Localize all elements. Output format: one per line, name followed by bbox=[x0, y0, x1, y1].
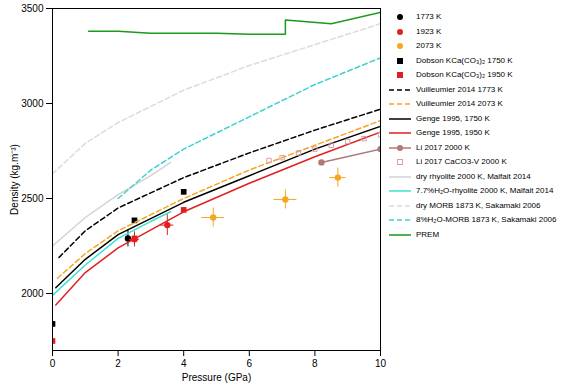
html-text:1923 K: 1923 K bbox=[416, 26, 442, 36]
html-text:dry rhyolite 2000 K, Malfait 2: dry rhyolite 2000 K, Malfait 2014 bbox=[416, 171, 531, 181]
svg-text:0: 0 bbox=[50, 358, 56, 369]
html-text:dry MORB 1873 K, Sakamaki 2006: dry MORB 1873 K, Sakamaki 2006 bbox=[416, 200, 541, 210]
html-text:1773 K: 1773 K bbox=[416, 12, 442, 22]
html-text:8%H₂O-MORB 1873 K, Sakamaki 20: 8%H₂O-MORB 1873 K, Sakamaki 2006 bbox=[416, 215, 557, 225]
html-text:Vuilleumier 2014 1773 K: Vuilleumier 2014 1773 K bbox=[416, 84, 503, 94]
svg-text:6: 6 bbox=[247, 358, 253, 369]
html-text:Li 2017 CaCO3-V 2000 K: Li 2017 CaCO3-V 2000 K bbox=[416, 157, 507, 167]
html-text:Genge 1995, 1950 K: Genge 1995, 1950 K bbox=[416, 128, 490, 138]
svg-text:3000: 3000 bbox=[21, 98, 44, 109]
html-text:Dobson KCa(CO₃)₂ 1950 K: Dobson KCa(CO₃)₂ 1950 K bbox=[416, 70, 513, 80]
html-text:Dobson KCa(CO₃)₂ 1750 K: Dobson KCa(CO₃)₂ 1750 K bbox=[416, 55, 513, 65]
html-text:2073 K: 2073 K bbox=[416, 41, 442, 51]
svg-text:2500: 2500 bbox=[21, 193, 44, 204]
svg-text:2000: 2000 bbox=[21, 288, 44, 299]
html-text:Genge 1995, 1750 K: Genge 1995, 1750 K bbox=[416, 113, 490, 123]
html-text:Vuilleumier 2014 2073 K: Vuilleumier 2014 2073 K bbox=[416, 99, 503, 109]
svg-text:2: 2 bbox=[115, 358, 121, 369]
svg-text:Density (kg.m⁻³): Density (kg.m⁻³) bbox=[9, 144, 20, 215]
svg-text:Pressure (GPa): Pressure (GPa) bbox=[182, 372, 251, 383]
svg-text:8: 8 bbox=[312, 358, 318, 369]
html-text:PREM: PREM bbox=[416, 229, 440, 239]
svg-text:3500: 3500 bbox=[21, 3, 44, 14]
svg-text:10: 10 bbox=[375, 358, 387, 369]
html-text:Li 2017 2000 K: Li 2017 2000 K bbox=[416, 142, 470, 152]
svg-text:4: 4 bbox=[181, 358, 187, 369]
html-text:7.7%H₂O-rhyolite 2000 K, Malfa: 7.7%H₂O-rhyolite 2000 K, Malfait 2014 bbox=[416, 186, 554, 196]
